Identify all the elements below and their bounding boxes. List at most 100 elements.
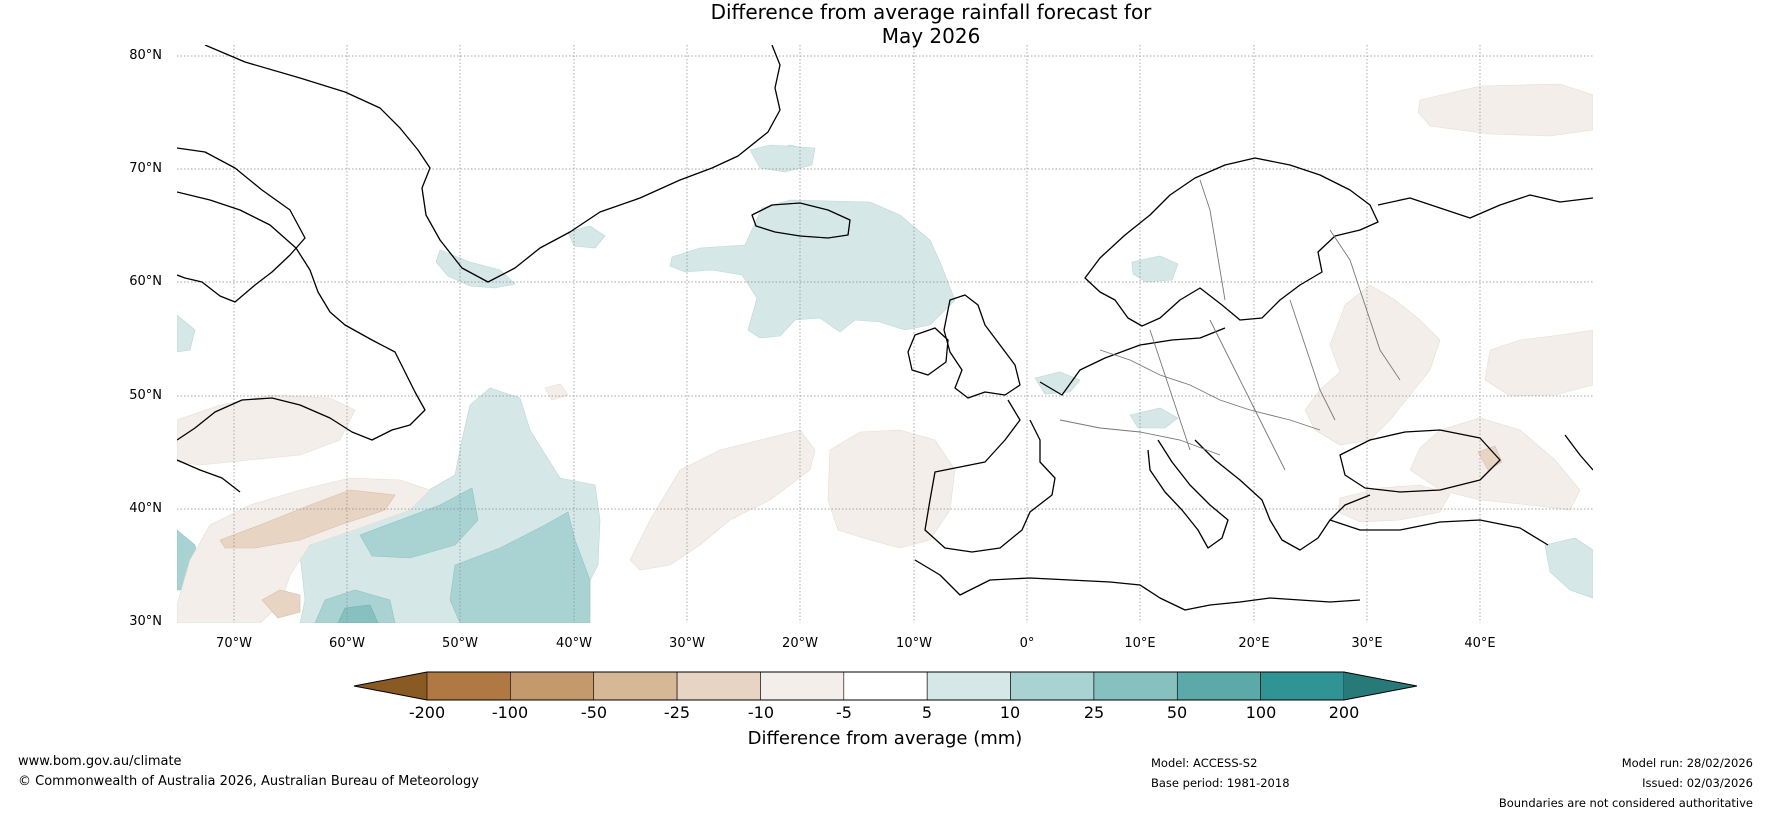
coast-europe-west [1039,327,1226,396]
wet-area-labrador [177,314,196,353]
colorbar-tick-50: 50 [1166,703,1188,722]
colorbar-extend-low [354,672,427,700]
coast-britain [943,294,1021,399]
lat-label-30: 30°N [129,614,162,629]
wet-area-svalbard [749,144,816,173]
country-borders [1059,179,1401,471]
lon-label-10e: 10°E [1124,636,1156,651]
dry-area-northeast-us [177,394,356,466]
wet-area-west-atlantic-core-2 [449,511,591,623]
colorbar-segment [1176,671,1261,701]
colorbar-tick-minus50: -50 [580,703,608,722]
colorbar-segment [510,671,595,701]
colorbar-title: Difference from average (mm) [747,728,1023,749]
lat-label-40: 40°N [129,501,162,516]
map-plot-area [177,45,1593,623]
colorbar-tick-25: 25 [1083,703,1105,722]
colorbar-tick-minus200: -200 [408,703,446,722]
colorbar-segment [760,671,845,701]
model-run-text: Model run: 28/02/2026 [1621,756,1753,770]
title-line-2: May 2026 [881,24,981,48]
coast-italy [1147,439,1229,549]
dry-area-azores-small [544,383,569,401]
coast-labrador [177,459,241,493]
wet-area-caspian [1544,537,1593,599]
coast-scandinavia [1084,157,1379,327]
wet-area-scandinavia [1131,255,1179,283]
disclaimer-text: Boundaries are not considered authoritat… [1498,796,1753,810]
coast-iceland [751,202,851,239]
coast-greenland [204,45,781,283]
lon-label-20e: 20°E [1238,636,1270,651]
wet-area-alps [1129,407,1179,429]
colorbar-segment [1010,671,1095,701]
border-europe-2 [1149,329,1191,451]
border-europe-3 [1209,319,1286,471]
border-europe-4 [1289,299,1336,421]
lon-label-60w: 60°W [329,636,365,651]
colorbar-segment [676,671,761,701]
dry-area-west-atlantic-core [219,489,396,549]
colorbar-outline [353,671,1418,701]
dry-area-turkey [1337,484,1451,523]
lon-label-70w: 70°W [216,636,252,651]
wet-area-southwest-deep [337,604,379,623]
border-europe-1 [1099,349,1321,431]
colorbar [353,671,1418,701]
colorbar-extend-high [1344,672,1417,700]
wet-area-greenland-sea [567,225,606,249]
colorbar-segment [593,671,678,701]
lon-label-30e: 30°E [1351,636,1383,651]
wet-area-west-atlantic-core [359,487,479,559]
colorbar-segments [354,671,1417,701]
border-scandinavia [1199,179,1226,301]
dry-area-iberia-atlantic [827,429,956,549]
colorbar-tick-200: 200 [1328,703,1360,722]
dry-area-russia-east [1484,329,1593,397]
wet-area-north-atlantic [669,199,956,339]
lon-label-50w: 50°W [442,636,478,651]
colorbar-tick-minus100: -100 [491,703,529,722]
base-period-text: Base period: 1981-2018 [1151,776,1290,790]
colorbar-segment [926,671,1011,701]
coast-balkans-greece [1194,439,1371,551]
lon-label-0: 0° [1019,636,1035,651]
colorbar-tick-5: 5 [921,703,933,722]
colorbar-segment [426,671,511,701]
coastlines [177,45,1593,611]
coast-canada-arctic [177,147,306,303]
issued-text: Issued: 02/03/2026 [1642,776,1753,790]
coast-turkey [1329,519,1549,546]
border-russia [1329,229,1401,381]
coast-north-africa [914,559,1361,611]
coast-black-sea [1339,429,1501,493]
chart-title: Difference from average rainfall forecas… [0,0,1770,48]
lon-label-10w: 10°W [896,636,932,651]
copyright-text: © Commonwealth of Australia 2026, Austra… [18,774,479,789]
lat-label-50: 50°N [129,388,162,403]
dry-area-arctic-russia [1417,83,1593,137]
lat-label-80: 80°N [129,48,162,63]
colorbar-tick-minus5: -5 [836,703,852,722]
lon-label-40e: 40°E [1464,636,1496,651]
title-line-1: Difference from average rainfall forecas… [710,0,1152,24]
colorbar-segment [843,671,928,701]
lat-label-60: 60°N [129,274,162,289]
colorbar-tick-10: 10 [999,703,1021,722]
coast-ireland [907,327,949,376]
website-link[interactable]: www.bom.gov.au/climate [18,754,182,769]
lon-label-20w: 20°W [782,636,818,651]
wet-area-north-sea [1034,371,1081,395]
dry-area-gulf-core [261,589,301,619]
coast-baffin [177,191,426,441]
model-text: Model: ACCESS-S2 [1151,756,1258,770]
lat-label-70: 70°N [129,161,162,176]
dry-area-ukraine [1304,284,1441,446]
colorbar-tick-minus25: -25 [663,703,691,722]
coast-iberia [924,399,1056,553]
lon-label-30w: 30°W [669,636,705,651]
drier-anomaly-regions [177,83,1593,623]
colorbar-tick-100: 100 [1245,703,1277,722]
border-europe-5 [1059,419,1221,456]
